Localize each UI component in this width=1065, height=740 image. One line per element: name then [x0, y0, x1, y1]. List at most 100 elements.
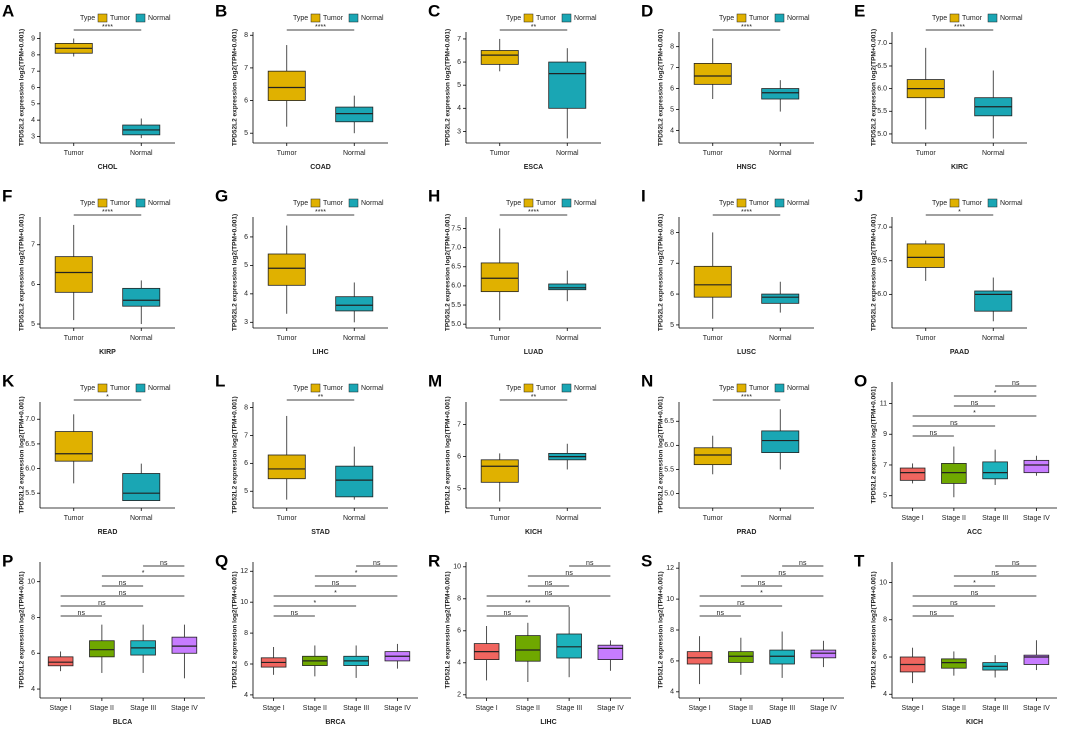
significance-label: ns — [799, 560, 807, 567]
x-tick-label: Stage I — [476, 705, 498, 712]
x-tick-label: Stage III — [130, 705, 156, 712]
y-tick-label: 7.0 — [877, 224, 887, 231]
significance-label: ** — [531, 394, 537, 401]
legend-label: Tumor — [110, 200, 131, 207]
legend-label: Normal — [574, 200, 597, 207]
significance-label: * — [994, 390, 997, 397]
box — [597, 644, 624, 661]
significance-label: **** — [741, 394, 752, 401]
y-tick-label: 6 — [883, 654, 887, 661]
y-tick-label: 6.0 — [451, 283, 461, 290]
legend-swatch — [310, 383, 321, 393]
y-tick-label: 8 — [244, 32, 248, 39]
y-tick-label: 4 — [670, 127, 674, 134]
y-tick-label: 5 — [670, 322, 674, 329]
x-axis-title: LIHC — [312, 349, 328, 356]
y-tick-label: 7 — [457, 36, 461, 43]
significance-label: **** — [102, 209, 113, 216]
legend-label: Normal — [1000, 15, 1023, 22]
legend-label: Normal — [148, 385, 171, 392]
legend-swatch — [561, 383, 572, 393]
box — [769, 649, 795, 665]
panel-letter: S — [641, 551, 652, 570]
significance-label: **** — [102, 24, 113, 31]
box — [548, 283, 587, 291]
x-tick-label: Tumor — [703, 515, 724, 522]
y-axis-label: TPD52L2 expression log2(TPM+0.001) — [658, 571, 665, 688]
significance-label: * — [958, 209, 961, 216]
x-axis-title: BRCA — [325, 719, 345, 726]
y-tick-label: 6.0 — [664, 442, 674, 449]
panel-letter: R — [428, 551, 440, 570]
y-tick-label: 10 — [879, 579, 887, 586]
significance-label: * — [314, 600, 317, 607]
significance-label: ns — [373, 560, 381, 567]
x-tick-label: Stage III — [556, 705, 582, 712]
significance-label: **** — [741, 24, 752, 31]
significance-label: * — [973, 410, 976, 417]
box — [480, 262, 519, 293]
x-tick-label: Normal — [343, 515, 366, 522]
panel-letter: C — [428, 1, 440, 20]
panel-letter: D — [641, 1, 653, 20]
x-tick-label: Tumor — [277, 335, 298, 342]
y-tick-label: 4 — [457, 660, 461, 667]
x-axis-title: ACC — [967, 529, 982, 536]
box — [941, 463, 967, 484]
y-tick-label: 6 — [244, 234, 248, 241]
y-tick-label: 7 — [457, 421, 461, 428]
significance-label: ns — [586, 560, 594, 567]
legend-swatch — [348, 383, 359, 393]
x-tick-label: Normal — [556, 335, 579, 342]
y-tick-label: 3 — [244, 319, 248, 326]
y-tick-label: 6 — [457, 59, 461, 66]
significance-label: ns — [332, 580, 340, 587]
y-axis-label: TPD52L2 expression log2(TPM+0.001) — [871, 29, 878, 146]
box — [941, 658, 967, 669]
x-tick-label: Stage I — [902, 515, 924, 522]
x-axis-title: ESCA — [524, 164, 543, 171]
y-tick-label: 7 — [670, 260, 674, 267]
y-tick-label: 4 — [244, 692, 248, 699]
y-tick-label: 5.0 — [664, 490, 674, 497]
legend-label: Tumor — [323, 385, 344, 392]
x-axis-title: LIHC — [540, 719, 556, 726]
x-tick-label: Tumor — [916, 335, 937, 342]
box — [693, 63, 732, 85]
y-tick-label: 6.5 — [877, 258, 887, 265]
y-tick-label: 8 — [670, 229, 674, 236]
x-axis-title: LUSC — [737, 349, 756, 356]
significance-label: ns — [717, 610, 725, 617]
legend-swatch — [135, 198, 146, 208]
x-tick-label: Tumor — [490, 150, 511, 157]
y-axis-label: TPD52L2 expression log2(TPM+0.001) — [232, 571, 239, 688]
box — [54, 431, 93, 462]
legend-label: Normal — [1000, 200, 1023, 207]
legend-swatch — [135, 13, 146, 23]
y-tick-label: 2 — [457, 692, 461, 699]
legend-swatch — [135, 383, 146, 393]
box — [267, 454, 306, 480]
legend-title: Type — [506, 385, 521, 392]
y-tick-label: 6.5 — [877, 63, 887, 70]
significance-label: * — [973, 580, 976, 587]
y-axis-label: TPD52L2 expression log2(TPM+0.001) — [871, 214, 878, 331]
y-tick-label: 5 — [670, 106, 674, 113]
y-tick-label: 7 — [244, 65, 248, 72]
y-tick-label: 5.5 — [664, 466, 674, 473]
box — [810, 649, 837, 659]
box — [54, 256, 93, 293]
y-tick-label: 8 — [670, 44, 674, 51]
panel-letter: A — [2, 1, 14, 20]
x-tick-label: Stage III — [769, 705, 795, 712]
y-tick-label: 7 — [670, 64, 674, 71]
panel-letter: T — [854, 551, 865, 570]
panel-letter: I — [641, 186, 646, 205]
significance-label: ns — [758, 580, 766, 587]
x-tick-label: Stage II — [516, 705, 540, 712]
y-tick-label: 7.5 — [451, 225, 461, 232]
x-axis-title: STAD — [311, 529, 330, 536]
box — [267, 253, 306, 286]
y-tick-label: 3 — [31, 133, 35, 140]
x-tick-label: Stage I — [50, 705, 72, 712]
